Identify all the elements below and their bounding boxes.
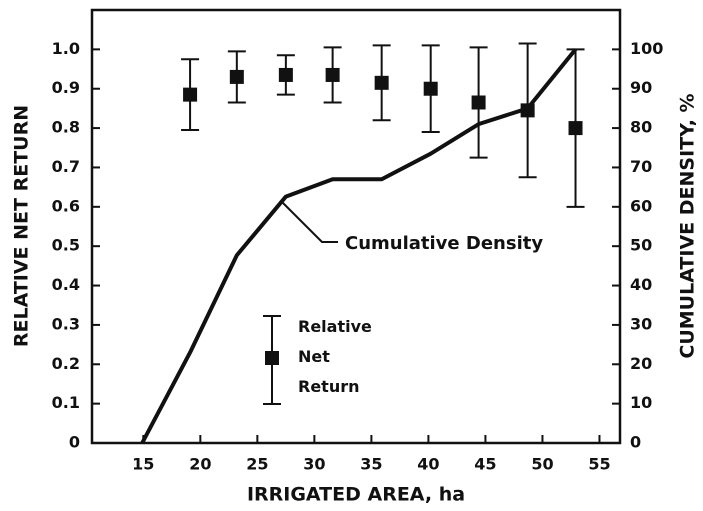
point xyxy=(229,69,244,84)
legend-label: Relative Net Return xyxy=(298,317,372,396)
y-tick-label: 0.1 xyxy=(52,393,80,412)
y2-tick-label: 100 xyxy=(630,39,663,58)
y2-tick-label: 20 xyxy=(630,354,652,373)
legend-label-line: Relative xyxy=(298,317,372,336)
x-tick-label: 30 xyxy=(303,455,325,474)
y-tick-label: 0.7 xyxy=(52,157,80,176)
y2-tick-label: 0 xyxy=(630,433,641,452)
y-tick-label: 0.2 xyxy=(52,354,80,373)
x-tick-label: 15 xyxy=(132,455,154,474)
x-tick-label: 35 xyxy=(360,455,382,474)
point xyxy=(568,121,583,136)
y-tick-label: 1.0 xyxy=(52,39,80,58)
point xyxy=(374,75,389,90)
y2-tick-label: 10 xyxy=(630,393,652,412)
y2-tick-label: 40 xyxy=(630,275,652,294)
y2-tick-label: 50 xyxy=(630,236,652,255)
point xyxy=(278,67,293,82)
x-tick-label: 55 xyxy=(588,455,610,474)
y2-tick-label: 80 xyxy=(630,118,652,137)
legend-symbol xyxy=(265,351,279,365)
y-tick-label: 0.5 xyxy=(52,236,80,255)
x-tick-label: 45 xyxy=(474,455,496,474)
cumulative-line xyxy=(140,48,578,444)
point xyxy=(471,95,486,110)
x-tick-label: 50 xyxy=(531,455,553,474)
y-tick-label: 0.9 xyxy=(52,78,80,97)
x-axis-title: IRRIGATED AREA, ha xyxy=(247,484,465,506)
legend-label-line: Return xyxy=(298,377,360,396)
y-tick-label: 0.6 xyxy=(52,196,80,215)
annotation: Cumulative Density xyxy=(345,233,543,254)
x-tick-label: 20 xyxy=(189,455,211,474)
x-tick-label: 25 xyxy=(246,455,268,474)
y2-tick-label: 70 xyxy=(630,157,652,176)
legend-label-line: Net xyxy=(298,347,330,366)
y2-axis-title: CUMULATIVE DENSITY, % xyxy=(677,93,699,358)
y2-tick-label: 90 xyxy=(630,78,652,97)
y-tick-label: 0 xyxy=(69,433,80,452)
y-tick-label: 0.8 xyxy=(52,118,80,137)
annotation-leader xyxy=(282,202,338,243)
y2-tick-label: 60 xyxy=(630,196,652,215)
point xyxy=(423,81,438,96)
y-axis-title: RELATIVE NET RETURN xyxy=(11,105,33,347)
point xyxy=(325,67,340,82)
plot-frame xyxy=(90,8,622,445)
point xyxy=(183,87,198,102)
y-tick-label: 0.3 xyxy=(52,314,80,333)
x-tick-label: 40 xyxy=(417,455,439,474)
y2-tick-label: 30 xyxy=(630,314,652,333)
y-tick-label: 0.4 xyxy=(52,275,80,294)
